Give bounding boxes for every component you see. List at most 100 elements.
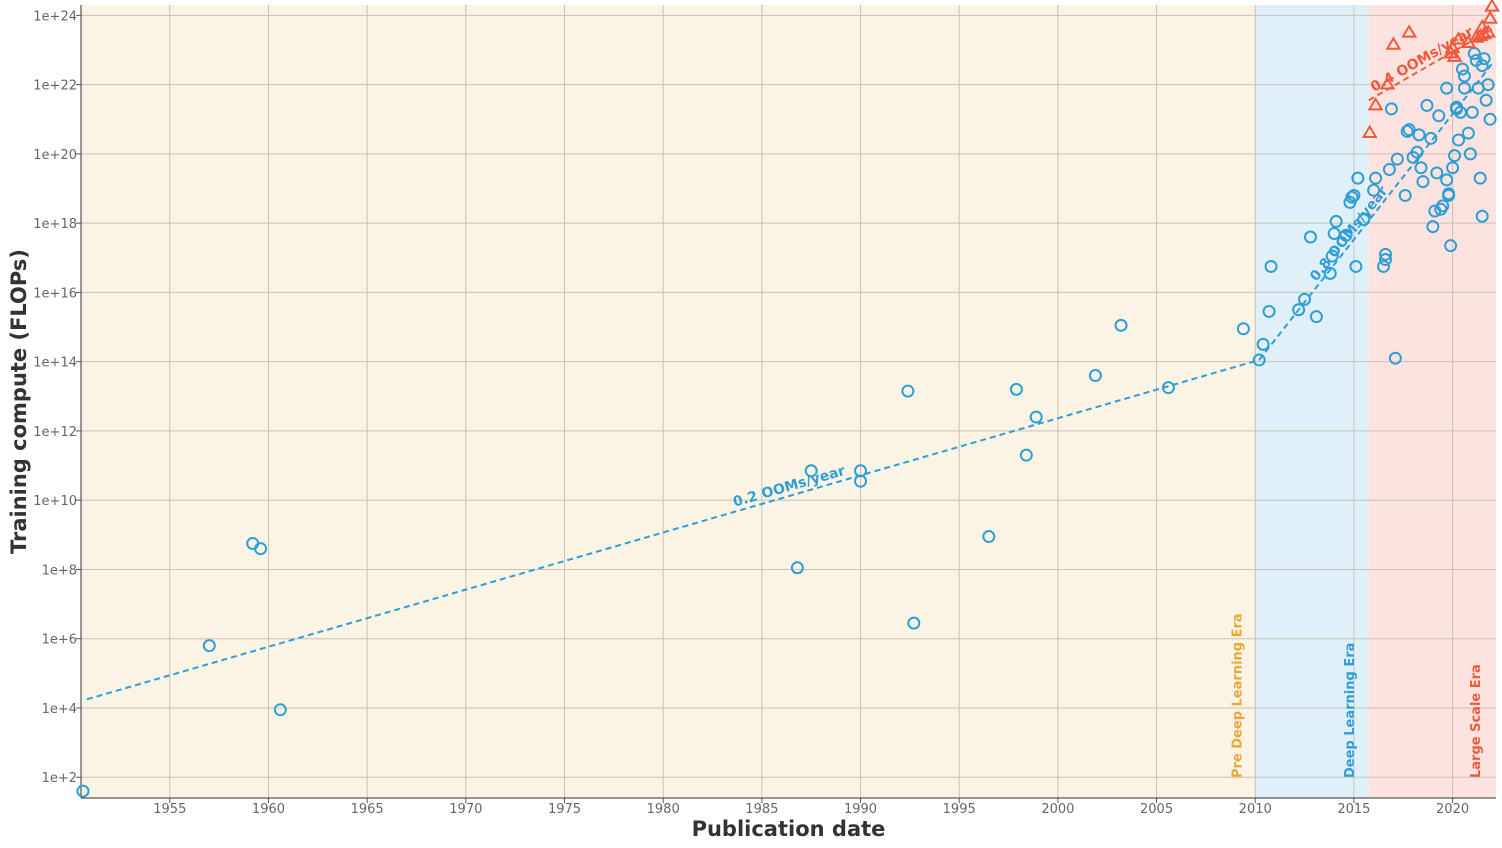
data-point-circle — [1382, 162, 1396, 176]
data-point-circle — [1452, 133, 1466, 147]
data-point-circle — [1378, 247, 1392, 261]
trend-line-0 — [86, 358, 1260, 701]
data-point-circle — [1114, 318, 1128, 332]
y-tick-label: 1e+12 — [33, 425, 77, 440]
gridlines — [81, 5, 1496, 798]
data-point-circle — [1262, 304, 1276, 318]
data-point-circle — [1161, 381, 1175, 395]
era-band-0 — [81, 5, 1256, 798]
data-point-circle — [907, 616, 921, 630]
y-tick-label: 1e+16 — [33, 286, 77, 301]
data-point-circle — [1252, 353, 1266, 367]
data-point-circle — [1475, 209, 1489, 223]
x-tick-label: 1960 — [252, 802, 285, 817]
data-point-triangle — [1446, 48, 1463, 62]
data-point-triangle — [1361, 124, 1378, 139]
data-point-circle — [1440, 81, 1454, 95]
data-point-circle — [1390, 152, 1404, 166]
data-point-circle — [1298, 292, 1312, 306]
y-tick-label: 1e+2 — [42, 771, 77, 786]
x-tick-label: 1955 — [153, 802, 186, 817]
data-point-circle — [1442, 187, 1456, 201]
data-point-circle — [76, 784, 90, 798]
data-point-circle — [1384, 102, 1398, 116]
x-tick-label: 1975 — [548, 802, 581, 817]
data-point-circle — [1461, 126, 1475, 140]
data-point-circle — [982, 530, 996, 544]
y-tick-label: 1e+14 — [33, 356, 77, 371]
data-point-circle — [1444, 239, 1458, 253]
data-point-circle — [1457, 81, 1471, 95]
data-point-circle — [1009, 382, 1023, 396]
x-tick-label: 1970 — [449, 802, 482, 817]
data-point-triangle — [1379, 76, 1396, 90]
data-point-circle — [1088, 369, 1102, 383]
data-point-circle — [1029, 410, 1043, 424]
data-point-circle — [273, 703, 287, 717]
data-point-circle — [1309, 310, 1323, 324]
x-tick-label: 2015 — [1337, 802, 1370, 817]
data-point-circle — [1357, 213, 1371, 227]
data-point-circle — [1349, 259, 1363, 273]
data-point-circle — [901, 384, 915, 398]
data-point-circle — [1410, 145, 1424, 159]
data-point-circle — [1377, 259, 1391, 273]
x-tick-label: 2010 — [1239, 802, 1272, 817]
data-point-circle — [1329, 214, 1343, 228]
era-label-0: Pre Deep Learning Era — [1230, 613, 1245, 778]
data-point-circle — [1481, 78, 1495, 92]
data-point-circle — [1416, 175, 1430, 189]
era-bands — [81, 5, 1496, 798]
data-point-circle — [1367, 183, 1381, 197]
data-point-triangle — [1482, 10, 1499, 24]
era-label-2: Large Scale Era — [1469, 664, 1484, 778]
x-tick-label: 2005 — [1140, 802, 1173, 817]
data-point-circle — [1448, 149, 1462, 163]
data-point-circle — [1477, 52, 1491, 66]
data-point-circle — [1303, 230, 1317, 244]
data-point-circle — [1414, 161, 1428, 175]
data-point-triangle — [1450, 31, 1467, 45]
data-point-circle — [1424, 131, 1438, 145]
data-point-circle — [1019, 448, 1033, 462]
data-point-circle — [1455, 62, 1469, 76]
data-point-circle — [1339, 228, 1353, 242]
data-point-triangle — [1474, 19, 1491, 33]
data-point-circle — [1446, 161, 1460, 175]
data-point-circle — [1457, 69, 1471, 83]
era-band-1 — [1255, 5, 1369, 798]
data-point-circle — [1325, 249, 1339, 263]
x-tick-label: 1980 — [647, 802, 680, 817]
data-point-circle — [1430, 166, 1444, 180]
era-labels: Pre Deep Learning Era Deep Learning Era La… — [1230, 613, 1484, 778]
data-point-circle — [1483, 112, 1497, 126]
y-tick-label: 1e+24 — [33, 9, 77, 24]
data-point-circle — [1473, 171, 1487, 185]
y-tick-label: 1e+8 — [42, 563, 77, 578]
data-point-circle — [1398, 188, 1412, 202]
data-point-circle — [1412, 128, 1426, 142]
y-tick-label: 1e+6 — [42, 633, 77, 648]
data-point-circle — [1236, 322, 1250, 336]
data-point-circle — [1388, 351, 1402, 365]
data-point-circle — [1463, 147, 1477, 161]
data-point-circle — [1465, 105, 1479, 119]
data-point-triangle — [1484, 0, 1500, 12]
y-tick-label: 1e+10 — [33, 494, 77, 509]
y-tick-label: 1e+4 — [42, 702, 77, 717]
data-point-circle — [1347, 188, 1361, 202]
data-point-circle — [1351, 171, 1365, 185]
data-point-circle — [254, 542, 268, 556]
data-point-circle — [1426, 220, 1440, 234]
data-point-circle — [1479, 93, 1493, 107]
data-point-circle — [1323, 266, 1337, 280]
data-point-circle — [1327, 227, 1341, 241]
y-axis-title: Training compute (FLOPs) — [7, 249, 31, 554]
data-point-circle — [1256, 337, 1270, 351]
x-tick-label: 2000 — [1041, 802, 1074, 817]
y-tick-label: 1e+18 — [33, 217, 77, 232]
data-point-circle — [1292, 303, 1306, 317]
x-tick-label: 2020 — [1436, 802, 1469, 817]
data-point-circle — [1450, 100, 1464, 114]
x-axis-title: Publication date — [692, 817, 886, 841]
